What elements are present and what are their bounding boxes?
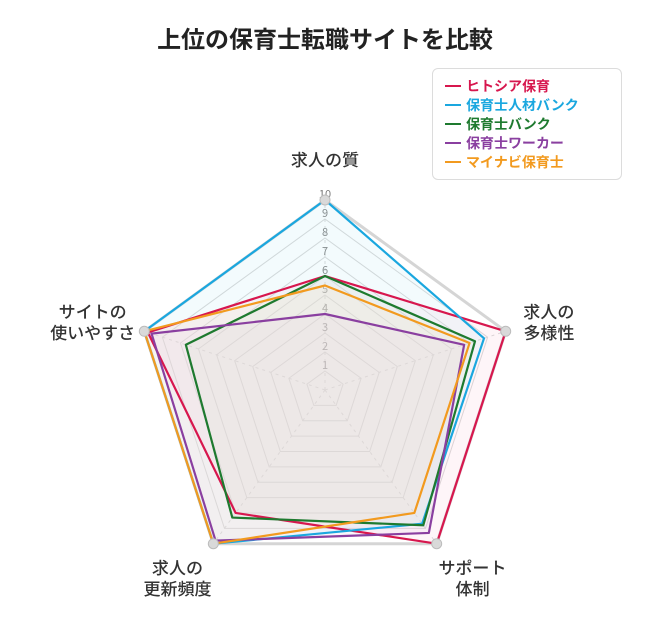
legend-item: 保育士ワーカー [445, 134, 609, 153]
legend-label: 保育士ワーカー [466, 134, 564, 153]
legend-swatch [445, 104, 461, 106]
axis-label: 求人の 更新頻度 [144, 556, 212, 599]
legend-item: ヒトシア保育 [445, 77, 609, 96]
legend-item: 保育士人材バンク [445, 96, 609, 115]
axis-vertex-marker [208, 539, 218, 549]
axis-label: 求人の 多様性 [523, 300, 574, 343]
axis-vertex-marker [432, 539, 442, 549]
axis-label: サイトの 使いやすさ [50, 300, 135, 343]
legend-swatch [445, 123, 461, 125]
legend-label: 保育士バンク [466, 115, 551, 134]
axis-vertex-marker [139, 326, 149, 336]
axis-label: 求人の質 [291, 148, 359, 169]
axis-vertex-marker [501, 326, 511, 336]
legend-label: マイナビ保育士 [466, 153, 564, 172]
legend-item: 保育士バンク [445, 115, 609, 134]
legend-swatch [445, 161, 461, 163]
legend-item: マイナビ保育士 [445, 153, 609, 172]
axis-vertex-marker [320, 195, 330, 205]
legend-swatch [445, 142, 461, 144]
legend-label: ヒトシア保育 [466, 77, 550, 96]
legend-label: 保育士人材バンク [466, 96, 579, 115]
legend-swatch [445, 85, 461, 87]
radar-chart-container: 上位の保育士転職サイトを比較 12345678910 ヒトシア保育保育士人材バン… [0, 0, 650, 637]
axis-label: サポート 体制 [438, 556, 506, 599]
legend-box: ヒトシア保育保育士人材バンク保育士バンク保育士ワーカーマイナビ保育士 [432, 68, 622, 180]
